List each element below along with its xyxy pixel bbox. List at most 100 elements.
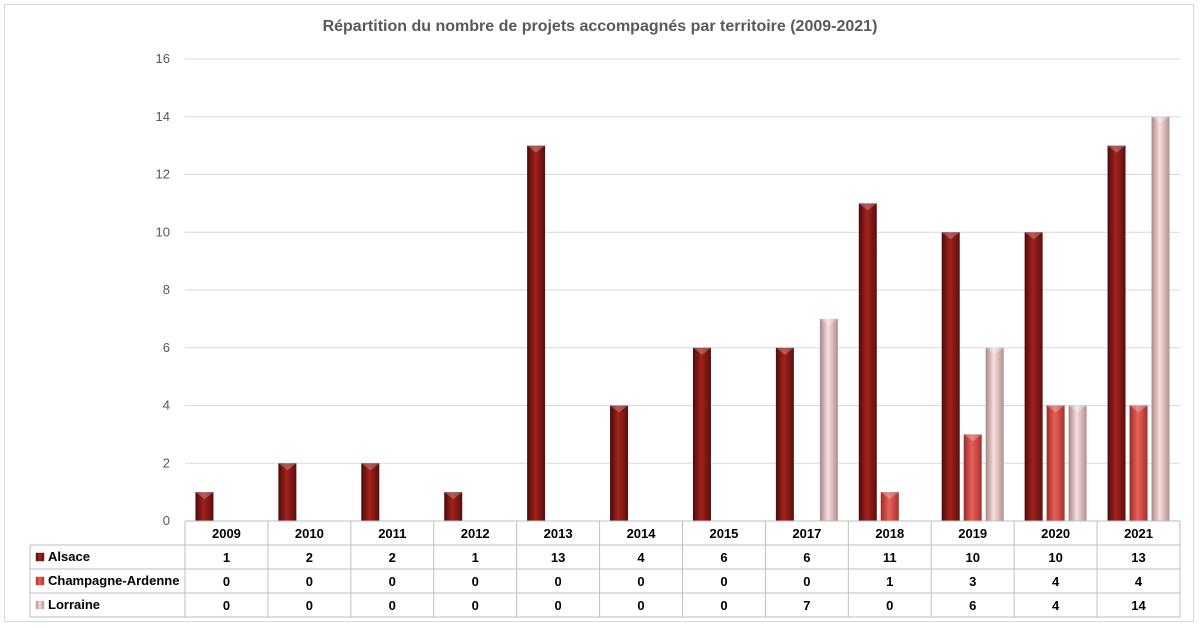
x-tick-label: 2010 [295, 526, 324, 541]
y-tick-label: 10 [156, 224, 170, 239]
bar-bevel [610, 405, 629, 413]
bar-lorraine-2020 [1068, 405, 1087, 521]
data-label: 1 [223, 550, 230, 565]
bar-alsace-2009 [195, 492, 214, 521]
data-label: 4 [1135, 574, 1143, 589]
data-label: 10 [965, 550, 979, 565]
data-label: 6 [720, 550, 727, 565]
data-label: 6 [969, 598, 976, 613]
x-tick-label: 2009 [212, 526, 241, 541]
bar-bevel [1129, 405, 1148, 413]
bar-champagne-ardenne-2018 [880, 492, 899, 521]
bar-bevel [963, 434, 982, 442]
bar-alsace-2020 [1024, 232, 1043, 521]
y-tick-label: 14 [156, 109, 170, 124]
legend-label: Champagne-Ardenne [48, 573, 179, 588]
bar-bevel [880, 492, 899, 500]
bar-lorraine-2017 [819, 318, 838, 521]
data-label: 4 [1052, 598, 1060, 613]
data-label: 0 [306, 574, 313, 589]
data-label: 7 [803, 598, 810, 613]
data-label: 2 [389, 550, 396, 565]
y-tick-label: 2 [163, 455, 170, 470]
data-label: 0 [389, 574, 396, 589]
data-label: 0 [223, 598, 230, 613]
data-label: 13 [551, 550, 565, 565]
bar-bevel [858, 203, 877, 211]
data-label: 0 [720, 574, 727, 589]
data-label: 11 [883, 550, 897, 565]
data-label: 0 [555, 574, 562, 589]
legend-label: Lorraine [48, 597, 100, 612]
bar-alsace-2014 [610, 405, 629, 521]
y-tick-label: 8 [163, 282, 170, 297]
data-label: 1 [472, 550, 479, 565]
bar-alsace-2015 [692, 347, 711, 521]
data-label: 1 [886, 574, 893, 589]
bar-alsace-2011 [361, 463, 380, 521]
y-tick-label: 16 [156, 51, 170, 66]
chart-title: Répartition du nombre de projets accompa… [322, 18, 878, 35]
data-label: 0 [306, 598, 313, 613]
bar-alsace-2012 [444, 492, 463, 521]
bar-bevel [985, 347, 1004, 355]
legend-key-1 [35, 576, 45, 586]
bar-alsace-2017 [775, 347, 794, 521]
x-tick-label: 2021 [1124, 526, 1153, 541]
bar-alsace-2021 [1107, 145, 1126, 521]
bar-alsace-2013 [527, 145, 546, 521]
data-label: 13 [1131, 550, 1145, 565]
x-tick-label: 2011 [378, 526, 406, 541]
bar-bevel [1046, 405, 1065, 413]
bar-champagne-ardenne-2019 [963, 434, 982, 521]
x-tick-label: 2014 [627, 526, 657, 541]
data-label: 4 [1052, 574, 1060, 589]
data-label: 0 [472, 598, 479, 613]
data-label: 3 [969, 574, 976, 589]
bar-bevel [1024, 232, 1043, 240]
data-label: 4 [637, 550, 645, 565]
data-label: 6 [803, 550, 810, 565]
legend-key-0 [35, 552, 45, 562]
data-label: 0 [389, 598, 396, 613]
legend-key-2 [35, 600, 45, 610]
bar-bevel [1151, 116, 1170, 124]
bar-bevel [775, 347, 794, 355]
bar-champagne-ardenne-2020 [1046, 405, 1065, 521]
bar-bevel [692, 347, 711, 355]
data-label: 0 [720, 598, 727, 613]
data-label: 14 [1131, 598, 1146, 613]
data-label: 0 [803, 574, 810, 589]
x-tick-label: 2018 [875, 526, 904, 541]
x-tick-label: 2012 [461, 526, 490, 541]
data-label: 0 [223, 574, 230, 589]
legend-label: Alsace [48, 549, 90, 564]
bar-bevel [819, 318, 838, 326]
bar-bevel [444, 492, 463, 500]
x-tick-label: 2019 [958, 526, 987, 541]
x-tick-label: 2020 [1041, 526, 1070, 541]
bar-bevel [941, 232, 960, 240]
bar-bevel [1068, 405, 1087, 413]
x-tick-label: 2017 [792, 526, 821, 541]
data-label: 0 [886, 598, 893, 613]
data-label: 2 [306, 550, 313, 565]
bar-bevel [1107, 145, 1126, 153]
y-tick-label: 4 [163, 398, 170, 413]
bar-alsace-2018 [858, 203, 877, 521]
data-label: 10 [1048, 550, 1062, 565]
data-label: 0 [555, 598, 562, 613]
bar-bevel [361, 463, 380, 471]
y-tick-label: 6 [163, 340, 170, 355]
y-tick-label: 12 [156, 167, 170, 182]
data-label: 0 [472, 574, 479, 589]
data-label: 0 [637, 598, 644, 613]
bar-bevel [195, 492, 214, 500]
bar-alsace-2010 [278, 463, 297, 521]
bar-bevel [278, 463, 297, 471]
x-tick-label: 2015 [709, 526, 738, 541]
bar-lorraine-2021 [1151, 116, 1170, 521]
data-label: 0 [637, 574, 644, 589]
bar-bevel [527, 145, 546, 153]
